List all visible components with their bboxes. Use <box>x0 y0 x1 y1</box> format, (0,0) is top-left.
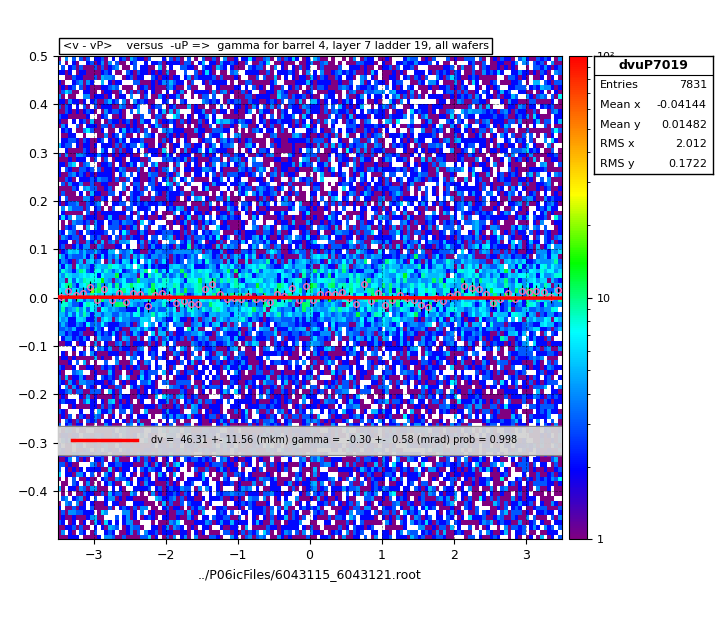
Text: Mean x: Mean x <box>600 100 641 110</box>
Bar <box>58 426 562 455</box>
Text: -0.04144: -0.04144 <box>657 100 707 110</box>
Text: dvuP7019: dvuP7019 <box>618 59 688 72</box>
Text: 0.01482: 0.01482 <box>661 120 707 130</box>
Text: Mean y: Mean y <box>600 120 641 130</box>
Text: 2.012: 2.012 <box>675 139 707 149</box>
Text: Entries: Entries <box>600 80 639 91</box>
X-axis label: ../P06icFiles/6043115_6043121.root: ../P06icFiles/6043115_6043121.root <box>198 568 421 581</box>
Text: RMS y: RMS y <box>600 159 634 169</box>
Text: <v - vP>    versus  -uP =>  gamma for barrel 4, layer 7 ladder 19, all wafers: <v - vP> versus -uP => gamma for barrel … <box>63 41 489 51</box>
Text: dv =  46.31 +- 11.56 (mkm) gamma =  -0.30 +-  0.58 (mrad) prob = 0.998: dv = 46.31 +- 11.56 (mkm) gamma = -0.30 … <box>151 435 518 445</box>
Text: 0.1722: 0.1722 <box>668 159 707 169</box>
Text: RMS x: RMS x <box>600 139 634 149</box>
Text: 7831: 7831 <box>679 80 707 91</box>
